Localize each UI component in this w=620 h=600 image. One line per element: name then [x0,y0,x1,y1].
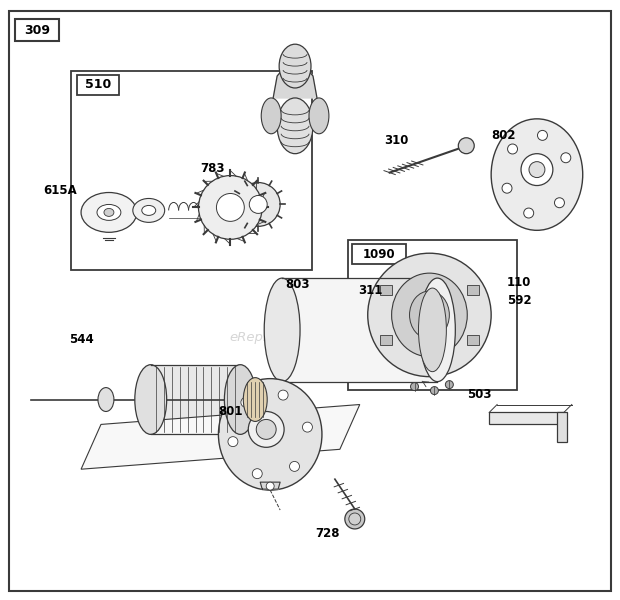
Bar [151,365,241,434]
Circle shape [290,461,299,472]
Circle shape [554,198,564,208]
Circle shape [349,513,361,525]
Ellipse shape [418,288,446,371]
Ellipse shape [277,98,313,154]
Text: 110: 110 [507,275,531,289]
Circle shape [538,130,547,140]
Bar [352,244,405,264]
Ellipse shape [142,205,156,215]
Bar [381,335,392,345]
Circle shape [266,482,274,490]
Ellipse shape [104,208,114,217]
Bar [467,335,479,345]
Circle shape [303,422,312,432]
Circle shape [508,144,518,154]
Circle shape [228,437,238,446]
Ellipse shape [392,273,467,357]
Text: 783: 783 [200,162,225,175]
Bar [348,240,517,389]
Ellipse shape [98,388,114,412]
Circle shape [345,509,365,529]
Bar [381,285,392,295]
Circle shape [216,193,244,221]
Ellipse shape [410,291,449,339]
Text: 310: 310 [384,134,409,147]
Circle shape [236,182,280,226]
Text: 592: 592 [507,293,532,307]
Ellipse shape [420,278,455,382]
Text: 510: 510 [85,79,111,91]
Ellipse shape [279,44,311,88]
Ellipse shape [218,379,322,490]
Ellipse shape [133,199,165,223]
Bar [71,71,312,270]
Circle shape [410,383,418,391]
Circle shape [458,138,474,154]
Bar [557,412,567,442]
Bar [282,278,437,382]
Ellipse shape [491,119,583,230]
Ellipse shape [261,98,281,134]
Ellipse shape [224,365,256,434]
Polygon shape [273,61,317,98]
Bar [16,19,59,41]
Circle shape [278,390,288,400]
Text: 1090: 1090 [362,248,395,261]
Circle shape [524,208,534,218]
Text: 309: 309 [24,24,50,37]
Ellipse shape [97,205,121,220]
Circle shape [249,196,267,214]
Polygon shape [260,482,280,489]
Circle shape [241,397,251,407]
Circle shape [430,386,438,395]
Text: 311: 311 [358,284,382,296]
Text: 728: 728 [315,527,340,541]
Circle shape [521,154,553,185]
Bar [77,75,119,95]
Text: 503: 503 [467,388,492,401]
Ellipse shape [309,98,329,134]
Bar [467,285,479,295]
Ellipse shape [81,193,137,232]
Circle shape [252,469,262,479]
Text: 544: 544 [69,334,94,346]
Circle shape [248,412,284,448]
Text: 803: 803 [285,278,309,290]
Ellipse shape [135,365,167,434]
Ellipse shape [368,253,491,377]
Text: eReplacementParts.com: eReplacementParts.com [229,331,391,344]
Text: 802: 802 [491,129,516,142]
Circle shape [529,161,545,178]
Bar [489,412,564,424]
Polygon shape [81,404,360,469]
Text: 801: 801 [218,405,243,418]
Circle shape [445,380,453,389]
Circle shape [561,153,571,163]
Circle shape [198,176,262,239]
Ellipse shape [243,377,267,421]
Text: 615A: 615A [43,184,77,197]
Circle shape [256,419,276,439]
Ellipse shape [264,278,300,382]
Circle shape [502,183,512,193]
